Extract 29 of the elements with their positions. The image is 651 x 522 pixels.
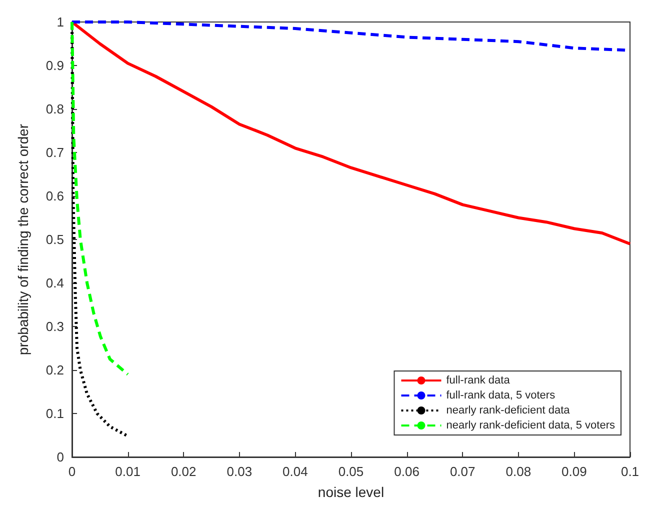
y-tick-label: 0.8 xyxy=(46,102,64,116)
x-axis-title: noise level xyxy=(318,484,384,500)
x-tick-label: 0.06 xyxy=(394,464,420,479)
x-tick-label: 0.08 xyxy=(506,464,532,479)
x-tick-label: 0.07 xyxy=(450,464,476,479)
legend-label: full-rank data xyxy=(446,374,511,386)
x-tick-label: 0.04 xyxy=(282,464,308,479)
y-tick-label: 0.6 xyxy=(46,188,64,204)
x-tick-label: 0.05 xyxy=(338,464,364,479)
x-tick-label: 0.1 xyxy=(620,464,640,479)
y-tick-label: 0.2 xyxy=(46,362,64,378)
line-series xyxy=(70,20,632,246)
x-tick-label: 0 xyxy=(68,464,76,479)
x-tick-label: 0.02 xyxy=(170,464,196,479)
y-tick-label: 0.1 xyxy=(46,406,64,421)
legend-label: nearly rank-deficient data xyxy=(446,404,571,416)
x-tick-label: 0.01 xyxy=(115,464,140,479)
x-tick-label: 0.09 xyxy=(562,464,587,479)
legend-label: nearly rank-deficient data, 5 voters xyxy=(446,420,616,432)
y-tick-label: 0.3 xyxy=(46,319,64,334)
y-axis-title: probability of finding the correct order xyxy=(15,124,31,356)
y-tick-label: 0 xyxy=(56,450,64,464)
y-tick-label: 1 xyxy=(56,14,64,30)
y-tick-label: 0.7 xyxy=(46,145,64,160)
y-tick-label: 0.4 xyxy=(46,276,64,290)
x-tick-label: 0.03 xyxy=(226,464,252,479)
y-tick-label: 0.9 xyxy=(46,58,64,73)
y-tick-label: 0.5 xyxy=(46,232,64,247)
legend-label: full-rank data, 5 voters xyxy=(446,390,556,402)
